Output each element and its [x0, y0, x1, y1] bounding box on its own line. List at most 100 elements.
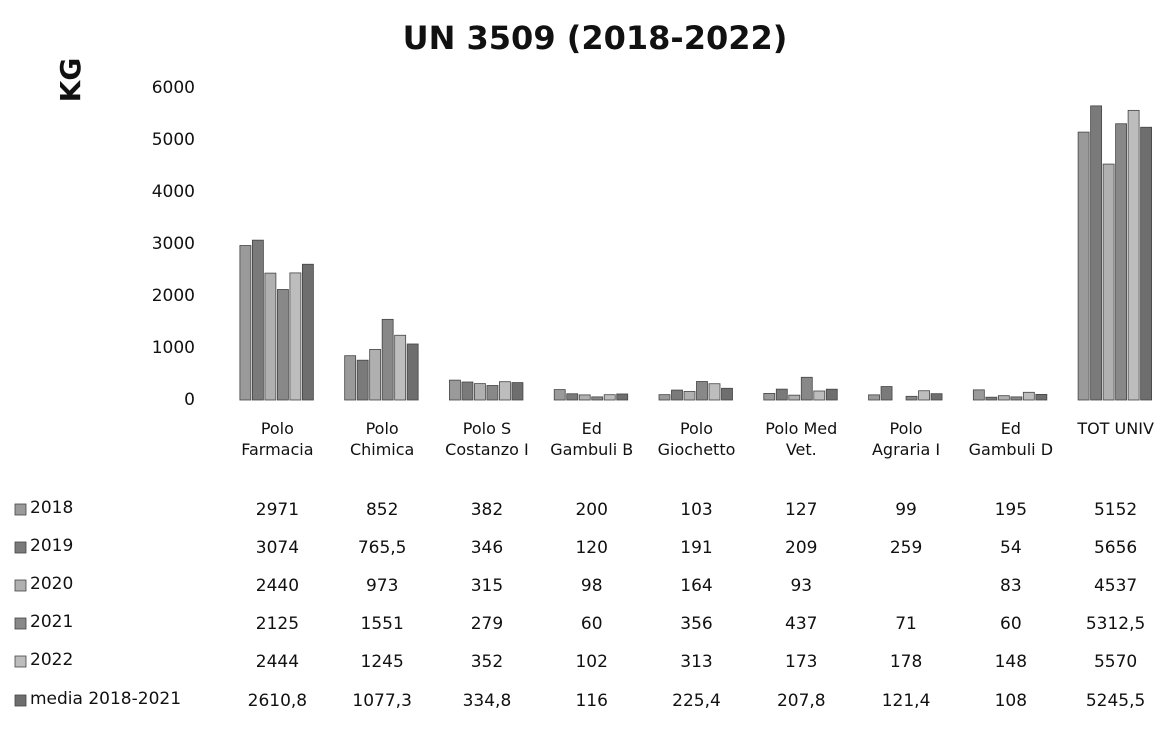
table-value: 127: [785, 500, 817, 520]
table-value: 973: [366, 576, 398, 596]
bar: [264, 272, 277, 401]
y-tick-label: 5000: [152, 130, 195, 150]
table-value: 60: [1000, 614, 1022, 634]
table-value: 5656: [1094, 538, 1137, 558]
table-value: 191: [680, 538, 712, 558]
bar: [880, 386, 893, 401]
x-tick-label-box: Ed Gambuli B: [550, 419, 633, 459]
table-value: 99: [895, 500, 917, 520]
table-value: 195: [995, 500, 1027, 520]
table-value: 2610,8: [248, 691, 307, 711]
bar: [449, 379, 461, 401]
x-tick-label: Polo Med Vet.: [765, 419, 838, 459]
x-tick-label: Ed Gambuli D: [968, 419, 1054, 459]
x-tick-label: Polo Chimica: [349, 419, 415, 459]
y-tick-label: 0: [184, 390, 195, 410]
table-value: 2444: [256, 652, 299, 672]
table-value: 121,4: [882, 691, 931, 711]
bar: [1090, 105, 1103, 401]
bar: [813, 390, 826, 401]
bar: [658, 394, 671, 401]
y-tick-label: 2000: [152, 286, 195, 306]
y-tick-label: 1000: [152, 338, 195, 358]
bar: [997, 395, 1010, 401]
legend-label: 2020: [30, 574, 73, 594]
x-tick-label-box: TOT UNIV: [1077, 419, 1154, 438]
table-value: 54: [1000, 538, 1022, 558]
legend-swatch: [14, 694, 27, 707]
table-value: 352: [471, 652, 503, 672]
x-tick-label: Polo Farmacia: [241, 419, 314, 459]
bar: [775, 388, 788, 401]
bar: [474, 383, 486, 401]
table-value: 765,5: [358, 538, 407, 558]
table-value: 3074: [256, 538, 299, 558]
table-value: 173: [785, 652, 817, 672]
table-value: 852: [366, 500, 398, 520]
table-value: 2125: [256, 614, 299, 634]
bar: [763, 392, 776, 401]
table-value: 313: [680, 652, 712, 672]
bar: [905, 395, 918, 401]
bar: [1035, 393, 1048, 401]
bar: [486, 385, 499, 401]
x-tick-label-box: Polo Giochetto: [657, 419, 736, 459]
x-tick-label-box: Polo Chimica: [349, 419, 415, 459]
table-value: 2440: [256, 576, 299, 596]
bar: [985, 396, 998, 401]
bar: [1102, 163, 1115, 401]
table-value: 209: [785, 538, 817, 558]
table-value: 103: [680, 500, 712, 520]
bar: [1010, 396, 1023, 401]
bar: [553, 389, 566, 401]
table-value: 2971: [256, 500, 299, 520]
x-tick-label: TOT UNIV: [1077, 419, 1154, 438]
bar: [603, 394, 616, 401]
table-value: 102: [575, 652, 607, 672]
bar: [1140, 126, 1153, 401]
x-tick-label: Polo S Costanzo I: [445, 419, 529, 459]
y-tick-label: 4000: [152, 182, 195, 202]
x-tick-label-box: Ed Gambuli D: [968, 419, 1054, 459]
bar: [344, 355, 357, 401]
table-value: 334,8: [463, 691, 512, 711]
table-value: 98: [581, 576, 603, 596]
bar: [696, 381, 708, 401]
bar: [868, 394, 880, 401]
table-value: 225,4: [672, 691, 721, 711]
table-value: 148: [995, 652, 1027, 672]
table-value: 164: [680, 576, 712, 596]
table-value: 1245: [361, 652, 404, 672]
legend-swatch: [14, 503, 27, 516]
table-value: 200: [575, 500, 607, 520]
bar: [461, 381, 474, 401]
table-value: 5312,5: [1086, 614, 1145, 634]
bar: [511, 382, 524, 401]
legend-label: 2018: [30, 498, 73, 518]
bar: [1127, 109, 1140, 401]
bar: [721, 387, 733, 401]
table-value: 207,8: [777, 691, 826, 711]
table-value: 356: [680, 614, 712, 634]
table-value: 4537: [1094, 576, 1137, 596]
table-value: 5570: [1094, 652, 1137, 672]
bar: [1022, 391, 1035, 401]
x-tick-label: Polo Giochetto: [657, 419, 736, 459]
y-tick-label: 3000: [152, 234, 195, 254]
table-value: 178: [890, 652, 922, 672]
table-value: 315: [471, 576, 503, 596]
bar: [289, 272, 302, 401]
legend-swatch: [14, 579, 27, 592]
table-value: 259: [890, 538, 922, 558]
table-value: 5245,5: [1086, 691, 1145, 711]
bar: [1115, 123, 1128, 401]
bar: [972, 389, 985, 401]
table-value: 71: [895, 614, 917, 634]
legend-swatch: [14, 617, 27, 630]
table-value: 108: [995, 691, 1027, 711]
x-tick-label-box: Polo Med Vet.: [765, 419, 838, 459]
bar: [369, 349, 382, 401]
x-tick-label-box: Polo Farmacia: [241, 419, 314, 459]
table-value: 93: [790, 576, 812, 596]
